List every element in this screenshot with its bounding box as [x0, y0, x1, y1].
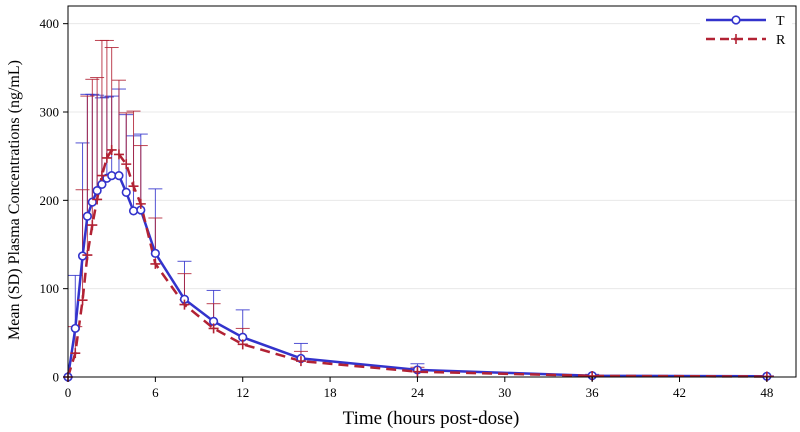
- series-line-r: [66, 148, 767, 378]
- data-point-r-5: [92, 194, 103, 205]
- data-point-t-13: [150, 248, 160, 258]
- data-point-r-10: [121, 159, 132, 170]
- x-tick-label-8: 48: [760, 385, 773, 400]
- data-point-t-5: [92, 186, 102, 196]
- data-point-t-2: [77, 251, 88, 261]
- x-axis-title: Time (hours post-dose): [343, 408, 520, 429]
- data-point-t-9: [114, 171, 124, 181]
- data-point-t-3: [82, 211, 92, 221]
- legend-marker-r: [731, 34, 741, 44]
- data-point-t-1: [70, 323, 80, 334]
- series-markers: [63, 144, 772, 382]
- error-bar-r-8: [104, 47, 119, 150]
- data-point-r-3: [82, 250, 93, 261]
- data-point-r-18: [412, 366, 423, 377]
- legend-label-t: T: [776, 14, 785, 29]
- y-axis-title: Mean (SD) Plasma Concentrations (ng/mL): [6, 60, 23, 340]
- legend-frame: [700, 10, 792, 50]
- data-point-r-4: [87, 220, 98, 231]
- legend: T R: [700, 10, 792, 50]
- series-lines: [66, 148, 767, 378]
- data-point-r-17: [295, 356, 306, 367]
- error-bar-r-12: [133, 145, 148, 204]
- axes: 0 6 12 18 24 30 36 42 48 0 100 200 300 400: [40, 5, 797, 400]
- data-point-r-12: [135, 198, 146, 209]
- data-point-r-15: [208, 323, 219, 334]
- error-bar-r-9: [111, 79, 126, 155]
- x-tick-label-4: 24: [411, 385, 425, 400]
- x-tick-label-3: 18: [324, 385, 337, 400]
- data-point-r-8: [106, 144, 117, 155]
- data-point-r-7: [101, 152, 112, 163]
- data-point-t-11: [128, 206, 139, 216]
- data-point-r-13: [150, 258, 161, 269]
- data-point-r-9: [113, 149, 124, 160]
- y-tick-label-4: 400: [40, 16, 60, 31]
- x-tick-label-1: 6: [152, 385, 159, 400]
- x-tick-label-7: 42: [673, 385, 686, 400]
- plot-frame: [67, 5, 797, 378]
- x-tick-label-0: 0: [65, 385, 72, 400]
- error-bar-r-7: [99, 39, 114, 158]
- data-point-r-11: [128, 181, 139, 192]
- y-tick-label-0: 0: [53, 370, 60, 385]
- y-tick-label-3: 300: [40, 105, 60, 120]
- x-tick-label-6: 36: [586, 385, 600, 400]
- legend-marker-t: [731, 15, 741, 25]
- data-point-t-6: [97, 179, 107, 190]
- error-bars: [68, 39, 774, 377]
- y-tick-label-1: 100: [40, 281, 60, 296]
- error-bar-r-11: [126, 110, 141, 187]
- data-point-t-8: [107, 171, 117, 181]
- error-bar-r-10: [119, 112, 134, 165]
- legend-label-r: R: [776, 33, 786, 48]
- x-tick-label-2: 12: [236, 385, 249, 400]
- x-tick-label-5: 30: [498, 385, 511, 400]
- data-point-t-10: [121, 187, 131, 197]
- data-point-r-14: [179, 299, 190, 310]
- data-point-r-2: [77, 295, 88, 306]
- data-point-r-1: [70, 348, 81, 359]
- series-line-t: [66, 174, 767, 378]
- y-tick-label-2: 200: [40, 193, 60, 208]
- data-point-r-16: [237, 339, 248, 350]
- gridlines: [68, 23, 796, 290]
- data-point-r-6: [96, 170, 107, 181]
